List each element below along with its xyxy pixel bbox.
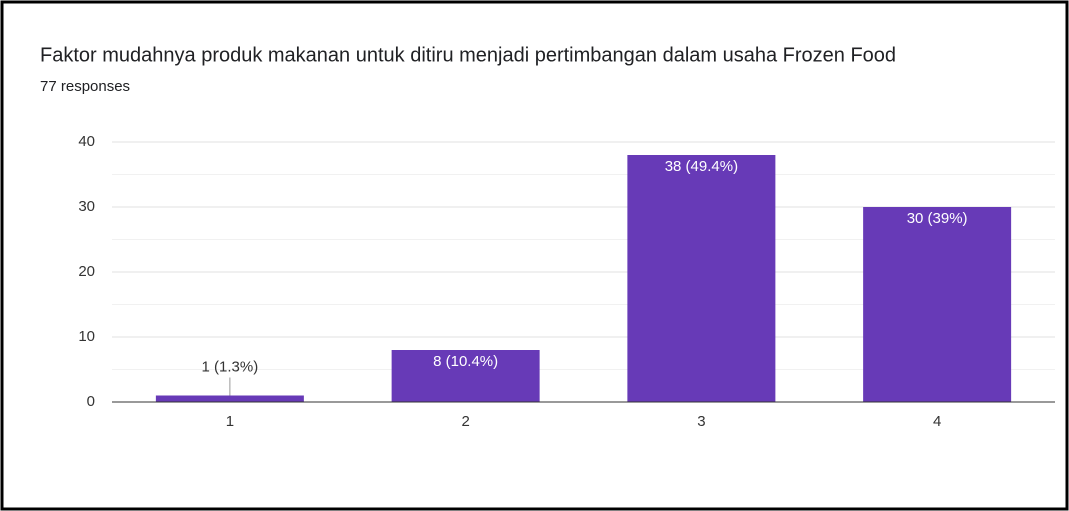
- data-label: 30 (39%): [907, 210, 968, 227]
- x-tick-label: 2: [461, 413, 469, 430]
- bar: [391, 350, 540, 402]
- bar: [627, 155, 776, 402]
- chart-subtitle: 77 responses: [40, 78, 130, 95]
- x-tick-label: 4: [933, 413, 941, 430]
- y-tick-label: 40: [78, 133, 95, 150]
- bar: [863, 207, 1012, 402]
- data-label: 38 (49.4%): [665, 158, 738, 175]
- chart-title: Faktor mudahnya produk makanan untuk dit…: [40, 44, 896, 66]
- data-label: 1 (1.3%): [202, 358, 259, 375]
- y-tick-label: 0: [87, 393, 95, 410]
- y-tick-label: 30: [78, 198, 95, 215]
- data-label: 8 (10.4%): [433, 353, 498, 370]
- x-tick-label: 3: [697, 413, 705, 430]
- y-tick-label: 20: [78, 263, 95, 280]
- x-tick-label: 1: [226, 413, 234, 430]
- y-tick-label: 10: [78, 328, 95, 345]
- bar: [155, 395, 304, 402]
